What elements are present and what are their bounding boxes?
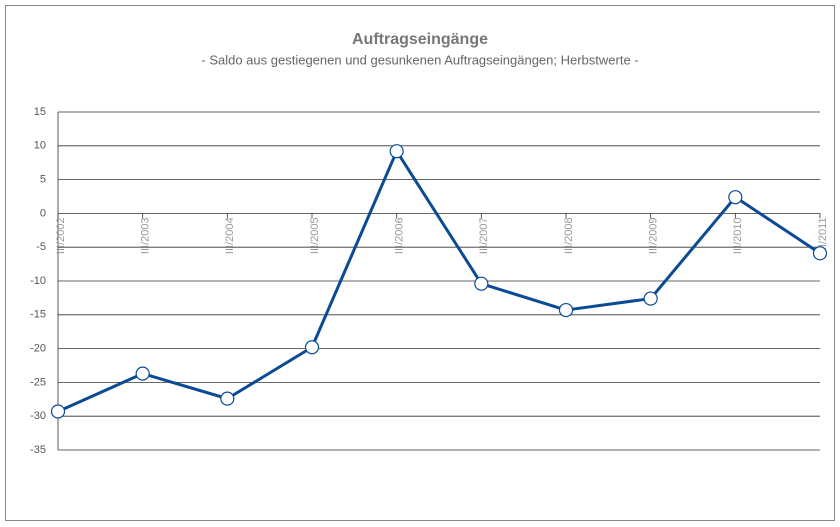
data-point <box>474 276 489 291</box>
data-point <box>135 366 150 381</box>
chart-title: Auftragseingänge <box>352 31 488 48</box>
y-tick-label: 15 <box>34 106 46 118</box>
y-tick-label: -10 <box>30 275 46 287</box>
series-line <box>57 149 821 413</box>
x-tick-label: III/2005 <box>309 217 321 254</box>
x-tick-label: III/2010 <box>732 217 744 254</box>
x-tick-label: III/2006 <box>394 217 406 254</box>
data-point <box>50 404 66 419</box>
chart-border <box>5 5 835 521</box>
data-point <box>728 190 743 205</box>
y-tick-label: -5 <box>36 241 46 253</box>
data-point <box>389 144 404 159</box>
y-tick-label: -35 <box>30 444 46 456</box>
x-tick-label: III/2009 <box>648 217 660 254</box>
y-tick-label: -25 <box>30 376 46 388</box>
y-tick-label: -15 <box>30 309 46 321</box>
data-point <box>220 391 235 406</box>
y-tick-label: -20 <box>30 343 46 355</box>
x-tick-label: III/2004 <box>224 217 236 254</box>
data-point <box>643 291 658 306</box>
x-tick-label: III/2011 <box>817 217 829 253</box>
x-tick-label: III/2007 <box>478 217 490 254</box>
y-tick-label: 10 <box>34 140 46 152</box>
data-point <box>812 246 828 261</box>
x-tick-label: III/2003 <box>140 217 152 254</box>
y-tick-label: -30 <box>30 410 46 422</box>
data-point <box>558 302 574 318</box>
y-tick-label: 0 <box>40 207 46 219</box>
x-tick-label: III/2002 <box>55 217 67 254</box>
chart-subtitle: - Saldo aus gestiegenen und gesunkenen A… <box>201 52 638 67</box>
x-tick-label: III/2008 <box>563 217 575 254</box>
data-point <box>304 340 320 355</box>
y-tick-label: 5 <box>40 174 46 186</box>
